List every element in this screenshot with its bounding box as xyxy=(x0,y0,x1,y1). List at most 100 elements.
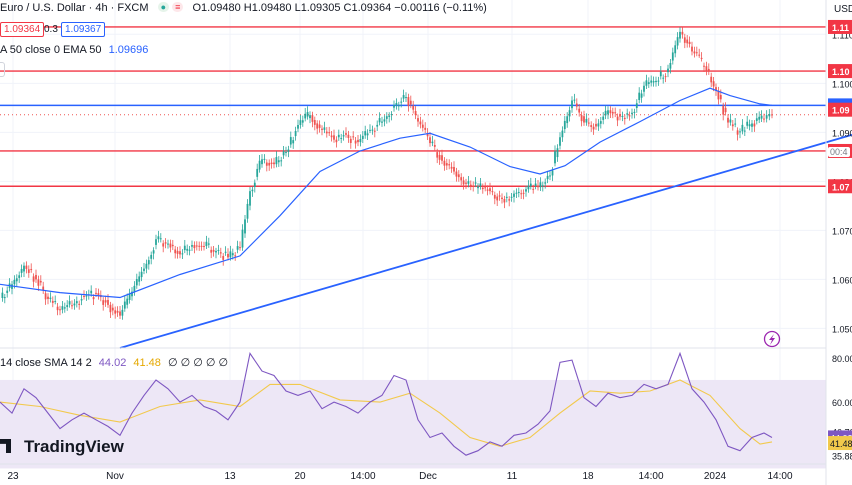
candle-body xyxy=(385,116,388,119)
candle-body xyxy=(376,124,379,127)
candle-body xyxy=(607,110,609,115)
candle-body xyxy=(551,170,554,176)
ema-line xyxy=(0,87,773,299)
candle-body xyxy=(736,130,739,135)
candle-body xyxy=(337,134,340,138)
candle-body xyxy=(23,265,25,272)
candle-body xyxy=(768,114,771,117)
candle-body xyxy=(679,31,681,39)
candle-body xyxy=(631,112,633,114)
candle-body xyxy=(371,129,374,131)
candle-body xyxy=(510,196,513,198)
candle-body xyxy=(301,120,304,123)
candle-body xyxy=(481,187,484,190)
candle-body xyxy=(393,105,395,108)
candle-body xyxy=(340,137,343,139)
rsi-legend[interactable]: 14 close SMA 14 2 44.02 41.48 ∅ ∅ ∅ ∅ ∅ xyxy=(0,356,228,369)
ema-legend[interactable]: A 50 close 0 EMA 50 1.09696 xyxy=(0,44,148,56)
candle-body xyxy=(150,254,153,259)
candle-body xyxy=(107,299,109,305)
candle-body xyxy=(710,76,713,83)
candle-body xyxy=(748,124,751,127)
candle-body xyxy=(222,256,225,260)
candle-body xyxy=(465,182,467,184)
candle-body xyxy=(457,174,460,178)
candle-body xyxy=(429,137,431,144)
symbol-title[interactable]: Euro / U.S. Dollar · 4h · FXCM ● ≡ O1.09… xyxy=(0,2,487,14)
candle-body xyxy=(195,245,198,247)
hamburger-icon[interactable]: ≡ xyxy=(172,2,184,12)
candle-body xyxy=(674,45,677,54)
price-tick: 1.100 xyxy=(832,79,852,89)
candle-body xyxy=(616,116,619,121)
candle-body xyxy=(104,300,107,303)
candle-body xyxy=(498,195,501,197)
candle-body xyxy=(424,127,427,130)
candle-body xyxy=(42,286,45,290)
tradingview-logo[interactable]: TradingView xyxy=(0,437,124,457)
candle-body xyxy=(246,203,249,219)
candle-body xyxy=(111,307,114,311)
candle-body xyxy=(294,130,297,137)
candle-body xyxy=(47,296,49,299)
rsi-label: 14 close SMA 14 2 xyxy=(0,357,92,369)
time-tick: 20 xyxy=(294,471,306,482)
current-price-box xyxy=(828,102,852,117)
candle-body xyxy=(712,81,715,87)
sell-price-button[interactable]: 1.09364 xyxy=(0,22,45,37)
candle-body xyxy=(414,110,417,116)
candle-body xyxy=(229,251,232,258)
candle-body xyxy=(505,196,508,198)
ema-label: A 50 close 0 EMA 50 xyxy=(0,44,102,56)
rsi-tick: 60.00 xyxy=(832,398,852,408)
candle-body xyxy=(239,247,241,249)
candle-body xyxy=(270,162,273,164)
trendline[interactable] xyxy=(119,133,852,349)
candle-body xyxy=(450,166,453,169)
candle-body xyxy=(486,189,489,191)
lightning-icon[interactable] xyxy=(763,330,781,348)
candle-body xyxy=(183,245,186,251)
candle-body xyxy=(549,175,551,177)
candle-body xyxy=(722,105,725,115)
candle-body xyxy=(635,103,638,108)
candle-body xyxy=(123,301,126,309)
tradingview-logo-text: TradingView xyxy=(24,437,124,456)
candle-body xyxy=(469,184,472,186)
candle-body xyxy=(217,249,220,251)
time-axis[interactable]: 23 Nov 13 20 14:00 Dec 11 18 14:00 2024 14:00 xyxy=(7,471,793,482)
candle-body xyxy=(703,65,705,67)
candle-body xyxy=(289,137,292,145)
candle-body xyxy=(333,135,335,140)
time-tick: 14:00 xyxy=(767,471,792,482)
candle-body xyxy=(236,246,239,250)
candle-body xyxy=(691,46,693,52)
candle-body xyxy=(304,113,307,119)
candle-body xyxy=(590,125,593,127)
candle-body xyxy=(544,182,547,184)
candle-body xyxy=(409,100,412,105)
horizontal-levels[interactable] xyxy=(0,26,826,187)
candle-body xyxy=(3,297,6,299)
candle-body xyxy=(397,105,400,107)
candle-body xyxy=(707,68,710,72)
candle-body xyxy=(167,243,169,245)
candle-body xyxy=(436,152,439,158)
candle-body xyxy=(619,114,621,117)
candle-body xyxy=(513,193,515,197)
level-label: 1.10 xyxy=(832,67,850,77)
candle-body xyxy=(200,245,203,247)
candle-body xyxy=(729,119,732,123)
candle-body xyxy=(734,123,737,125)
buy-price-button[interactable]: 1.09367 xyxy=(61,22,106,37)
candle-body xyxy=(643,85,645,92)
candle-body xyxy=(541,185,544,187)
candle-body xyxy=(66,305,69,307)
candle-body xyxy=(741,124,744,132)
collapse-legend-button[interactable] xyxy=(0,62,5,77)
candle-body xyxy=(328,132,331,134)
candle-body xyxy=(438,154,441,160)
level-label-box xyxy=(828,19,852,34)
candle-body xyxy=(366,133,369,136)
